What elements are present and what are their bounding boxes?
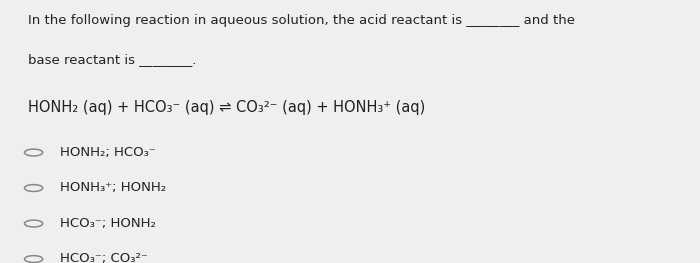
Text: HONH₂; HCO₃⁻: HONH₂; HCO₃⁻ bbox=[60, 146, 155, 159]
Text: HONH₃⁺; HONH₂: HONH₃⁺; HONH₂ bbox=[60, 181, 166, 194]
Text: base reactant is ________.: base reactant is ________. bbox=[28, 53, 197, 65]
Text: HCO₃⁻; CO₃²⁻: HCO₃⁻; CO₃²⁻ bbox=[60, 252, 148, 263]
Text: HCO₃⁻; HONH₂: HCO₃⁻; HONH₂ bbox=[60, 217, 155, 230]
Text: In the following reaction in aqueous solution, the acid reactant is ________ and: In the following reaction in aqueous sol… bbox=[28, 14, 575, 27]
Text: HONH₂ (aq) + HCO₃⁻ (aq) ⇌ CO₃²⁻ (aq) + HONH₃⁺ (aq): HONH₂ (aq) + HCO₃⁻ (aq) ⇌ CO₃²⁻ (aq) + H… bbox=[28, 100, 426, 115]
